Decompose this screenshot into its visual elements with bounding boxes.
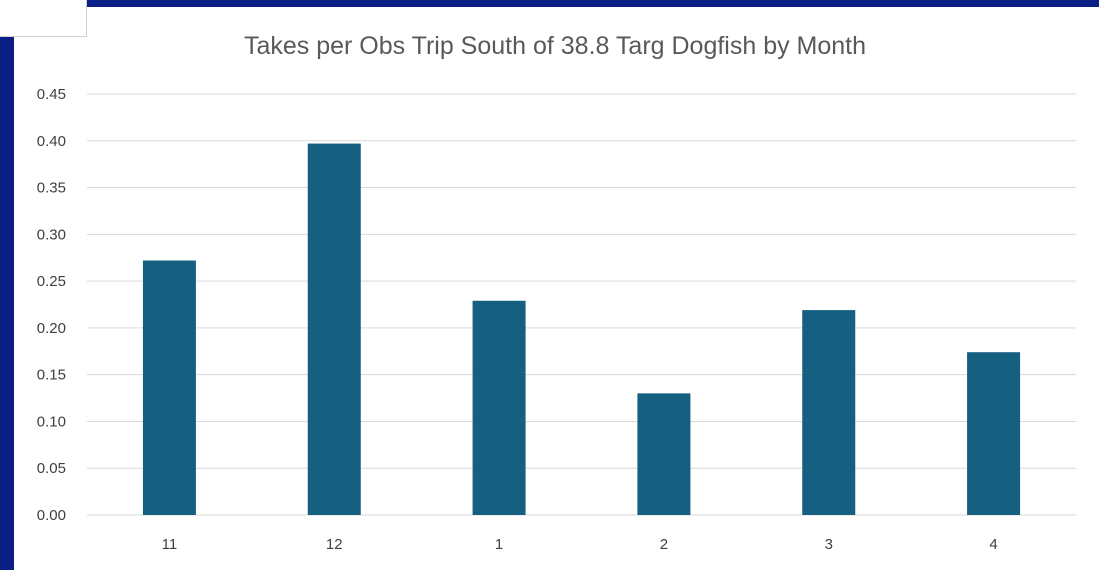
chart-title: Takes per Obs Trip South of 38.8 Targ Do… (244, 32, 866, 60)
bar-1 (472, 300, 526, 515)
bar-12 (307, 143, 361, 515)
y-tick-label: 0.10 (37, 413, 66, 430)
bar-3 (802, 310, 856, 515)
corner-patch (0, 0, 87, 37)
top-frame-border (87, 0, 1099, 7)
y-tick-label: 0.40 (37, 133, 66, 150)
y-tick-label: 0.45 (37, 86, 66, 103)
y-tick-label: 0.35 (37, 180, 66, 197)
bar-4 (967, 352, 1021, 515)
bar-2 (637, 393, 691, 515)
left-frame-border (0, 0, 14, 570)
chart-area: Takes per Obs Trip South of 38.8 Targ Do… (14, 7, 1099, 570)
bars (142, 143, 1021, 515)
x-tick-label: 11 (162, 536, 178, 553)
x-tick-label: 4 (989, 536, 997, 553)
gridlines (87, 93, 1076, 516)
y-tick-label: 0.15 (37, 367, 66, 384)
y-tick-label: 0.05 (37, 460, 66, 477)
bar-chart: Takes per Obs Trip South of 38.8 Targ Do… (37, 32, 1076, 553)
y-tick-label: 0.00 (37, 507, 66, 524)
x-tick-label: 1 (495, 536, 503, 553)
y-tick-label: 0.20 (37, 320, 66, 337)
y-axis-ticks: 0.00 0.05 0.10 0.15 0.20 0.25 0.30 0.35 0.40 0.45 (37, 86, 66, 524)
x-tick-label: 12 (326, 536, 343, 553)
y-tick-label: 0.25 (37, 273, 66, 290)
x-tick-label: 3 (825, 536, 833, 553)
bar-11 (142, 260, 196, 515)
x-tick-label: 2 (660, 536, 668, 553)
x-axis-ticks: 11 12 1 2 3 4 (162, 536, 998, 553)
y-tick-label: 0.30 (37, 226, 66, 243)
